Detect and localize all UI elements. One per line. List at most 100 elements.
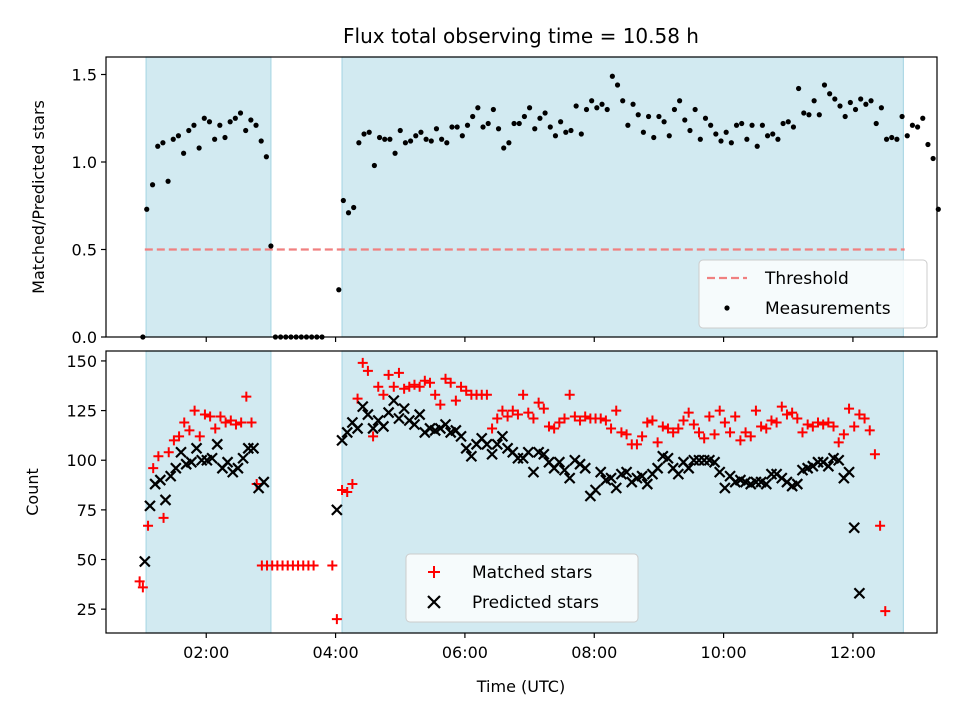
measurement-point bbox=[547, 124, 553, 130]
measurement-point bbox=[248, 117, 254, 123]
matched-stars-point bbox=[246, 417, 257, 428]
measurement-point bbox=[620, 98, 626, 104]
measurement-point bbox=[599, 101, 605, 107]
predicted-stars-point bbox=[491, 438, 504, 451]
y-tick-label: 25 bbox=[77, 600, 97, 619]
matched-stars-point bbox=[813, 417, 824, 428]
y-tick-label: 50 bbox=[77, 551, 97, 570]
matched-stars-point bbox=[179, 417, 190, 428]
measurement-point bbox=[614, 82, 621, 88]
y-axis-label: Count bbox=[23, 468, 42, 516]
matched-stars-point bbox=[673, 423, 684, 434]
measurement-point bbox=[155, 143, 161, 149]
matched-stars-point bbox=[445, 377, 456, 388]
predicted-stars-point bbox=[832, 454, 845, 467]
matched-stars-point bbox=[714, 405, 725, 416]
measurement-point bbox=[708, 122, 714, 128]
measurement-point bbox=[754, 143, 760, 149]
matched-stars-point bbox=[487, 423, 498, 434]
matched-stars-point bbox=[559, 413, 570, 424]
matched-stars-point bbox=[849, 421, 860, 432]
measurement-point bbox=[485, 120, 491, 127]
matched-stars-point bbox=[776, 401, 787, 412]
predicted-stars-point bbox=[682, 462, 695, 474]
predicted-stars-point bbox=[589, 484, 602, 496]
predicted-stars-point bbox=[791, 478, 804, 490]
predicted-stars-point bbox=[760, 478, 773, 490]
matched-stars-point bbox=[362, 365, 373, 376]
predicted-stars-point bbox=[481, 438, 493, 451]
predicted-stars-point bbox=[522, 446, 535, 459]
predicted-stars-point bbox=[237, 452, 249, 465]
matched-stars-point bbox=[719, 417, 730, 428]
measurement-point bbox=[873, 120, 879, 127]
measurement-point bbox=[418, 129, 424, 135]
measurement-point bbox=[201, 115, 207, 121]
predicted-stars-point bbox=[553, 456, 566, 468]
measurement-point bbox=[392, 150, 398, 156]
matched-stars-point bbox=[424, 377, 435, 388]
matched-stars-point bbox=[414, 381, 425, 392]
shaded-interval-1 bbox=[145, 56, 272, 338]
matched-stars-point bbox=[236, 417, 247, 428]
measurement-point bbox=[336, 287, 342, 293]
legend-measurements-swatch bbox=[724, 305, 730, 311]
measurement-point bbox=[832, 96, 838, 102]
matched-stars-point bbox=[823, 417, 834, 428]
measurement-point bbox=[428, 138, 434, 144]
measurement-point bbox=[217, 122, 223, 128]
matched-stars-point bbox=[158, 512, 169, 523]
measurement-point bbox=[723, 129, 729, 135]
legend: Matched stars Predicted stars bbox=[405, 553, 639, 623]
predicted-stars-point bbox=[164, 470, 177, 482]
predicted-stars-point bbox=[636, 470, 648, 482]
measurement-point bbox=[930, 155, 936, 162]
matched-stars-point bbox=[735, 435, 746, 446]
matched-stars-point bbox=[869, 449, 880, 460]
measurement-point bbox=[651, 134, 657, 141]
measurement-point bbox=[170, 136, 176, 142]
predicted-stars-point bbox=[527, 466, 540, 478]
measurement-point bbox=[165, 178, 171, 184]
measurement-point bbox=[759, 122, 765, 128]
matched-stars-point bbox=[844, 403, 855, 414]
predicted-stars-point bbox=[388, 394, 400, 407]
measurement-point bbox=[490, 106, 496, 113]
matched-stars-point bbox=[225, 415, 236, 426]
measurement-point bbox=[914, 124, 921, 130]
matched-stars-point bbox=[616, 427, 627, 438]
predicted-stars-point bbox=[393, 412, 405, 425]
predicted-stars-point bbox=[341, 426, 353, 439]
measurement-point bbox=[858, 96, 864, 102]
measurement-point bbox=[609, 73, 615, 79]
matched-stars-point bbox=[745, 431, 756, 442]
legend-label: Threshold bbox=[764, 269, 849, 289]
shaded-interval-1 bbox=[145, 350, 272, 634]
predicted-stars-point bbox=[708, 456, 721, 468]
predicted-stars-point bbox=[211, 438, 224, 451]
measurement-point bbox=[909, 122, 916, 128]
matched-stars-point bbox=[194, 431, 205, 442]
matched-stars-point bbox=[647, 415, 658, 426]
matched-stars-point bbox=[756, 421, 767, 432]
matched-stars-point bbox=[725, 427, 736, 438]
measurement-point bbox=[713, 131, 719, 137]
measurement-point bbox=[181, 150, 187, 156]
measurement-point bbox=[449, 124, 455, 130]
matched-stars-point bbox=[683, 407, 694, 418]
y-tick-label: 0.0 bbox=[72, 328, 97, 347]
matched-stars-point bbox=[621, 429, 632, 440]
measurement-point bbox=[780, 120, 786, 127]
legend-label: Measurements bbox=[765, 299, 891, 319]
matched-stars-point bbox=[430, 389, 441, 400]
matched-stars-point bbox=[163, 447, 174, 458]
measurement-point bbox=[340, 197, 346, 204]
predicted-stars-point bbox=[190, 442, 203, 455]
matched-stars-point bbox=[797, 427, 808, 438]
matched-stars-point bbox=[575, 415, 586, 426]
measurement-point bbox=[501, 145, 507, 151]
matched-stars-point bbox=[512, 409, 523, 420]
measurement-point bbox=[212, 136, 218, 142]
measurement-point bbox=[790, 124, 797, 130]
